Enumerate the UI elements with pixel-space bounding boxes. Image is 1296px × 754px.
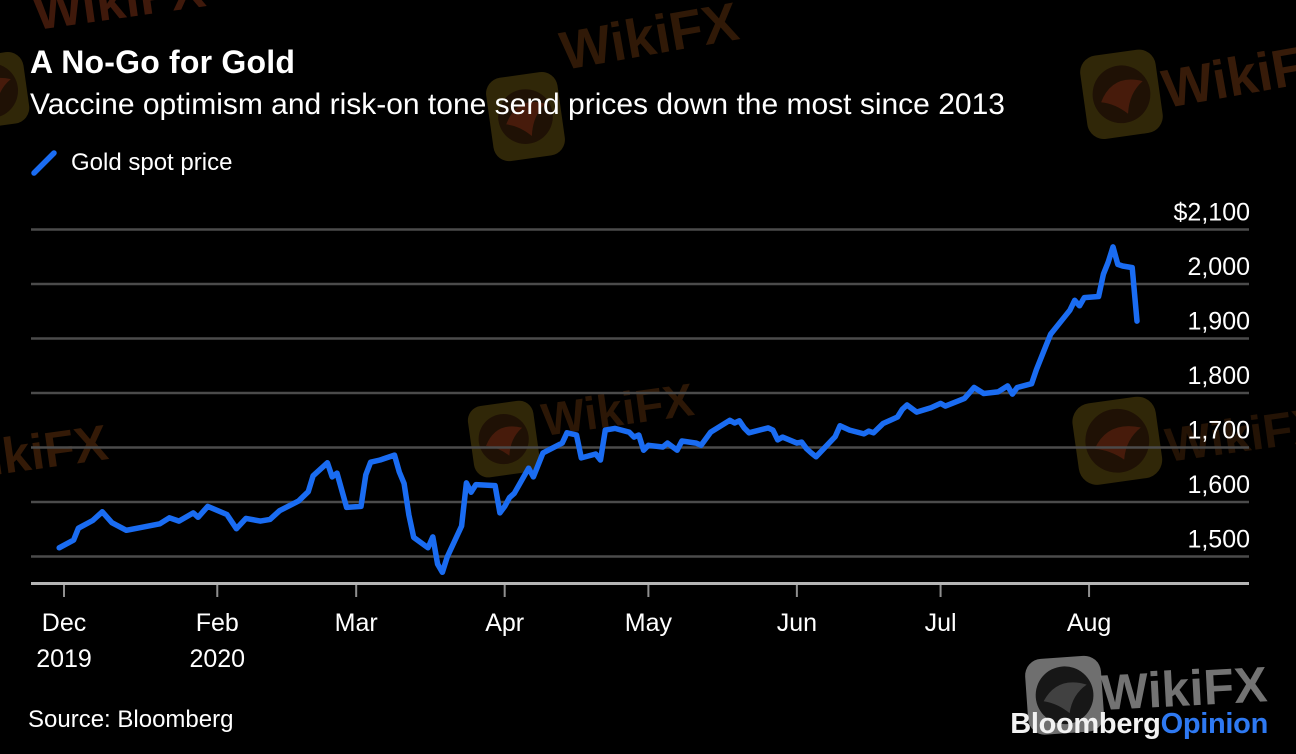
legend: Gold spot price xyxy=(30,149,232,177)
y-axis-label: $2,100 xyxy=(1174,199,1250,227)
opinion-wordmark: Opinion xyxy=(1160,708,1269,740)
x-axis-label: Dec xyxy=(42,609,86,637)
x-axis-label: May xyxy=(625,609,673,637)
legend-line-stroke xyxy=(31,150,57,176)
wikifx-watermark-icon xyxy=(1072,396,1163,485)
wikifx-watermark-icon xyxy=(486,72,565,162)
y-axis-label: 1,500 xyxy=(1187,526,1250,554)
gold-price-line xyxy=(56,244,1140,576)
x-axis-label: Jun xyxy=(777,609,817,637)
y-axis-label: 1,800 xyxy=(1187,362,1250,390)
y-axis-label: 2,000 xyxy=(1187,253,1250,281)
source-credit: Source: Bloomberg xyxy=(28,706,234,733)
wikifx-watermark-icon xyxy=(467,400,540,478)
x-axis-label: Apr xyxy=(485,609,524,637)
page-title: A No-Go for Gold xyxy=(30,44,296,80)
x-axis-label: Aug xyxy=(1067,609,1111,637)
x-axis-label: Jul xyxy=(925,609,957,637)
wikifx-watermark-icon xyxy=(0,52,30,130)
wikifx-watermark-text: WikiFX xyxy=(30,0,210,42)
x-axis-label: Feb xyxy=(196,609,239,637)
page-subtitle: Vaccine optimism and risk-on tone send p… xyxy=(30,88,1005,121)
y-axis-label: 1,900 xyxy=(1187,308,1250,336)
wikifx-watermark-icon xyxy=(1025,655,1104,735)
bloomberg-wordmark: Bloomberg xyxy=(1010,708,1161,740)
y-axis-label: 1,600 xyxy=(1187,471,1250,499)
legend-line-icon xyxy=(31,150,57,176)
x-axis-label: Mar xyxy=(335,609,378,637)
wikifx-watermark-text: WikiFX xyxy=(538,373,697,446)
bloomberg-opinion-logo: BloombergOpinion xyxy=(1010,708,1268,741)
wikifx-watermark-text: WikiFX xyxy=(1100,656,1269,721)
x-axis-sublabel: 2019 xyxy=(36,645,92,673)
wikifx-watermark-icon xyxy=(1080,49,1163,140)
legend-label: Gold spot price xyxy=(71,149,233,176)
x-axis-sublabel: 2020 xyxy=(189,645,245,673)
y-axis-label: 1,700 xyxy=(1187,417,1250,445)
wikifx-watermark-text: WikiFX xyxy=(0,414,111,493)
wikifx-watermark-text: WikiFX xyxy=(1158,30,1296,120)
wikifx-watermark-text: WikiFX xyxy=(556,0,743,82)
plot-layer: $2,100 2,000 1,900 1,800 1,700 1,600 1,500 Dec 2… xyxy=(31,199,1250,673)
